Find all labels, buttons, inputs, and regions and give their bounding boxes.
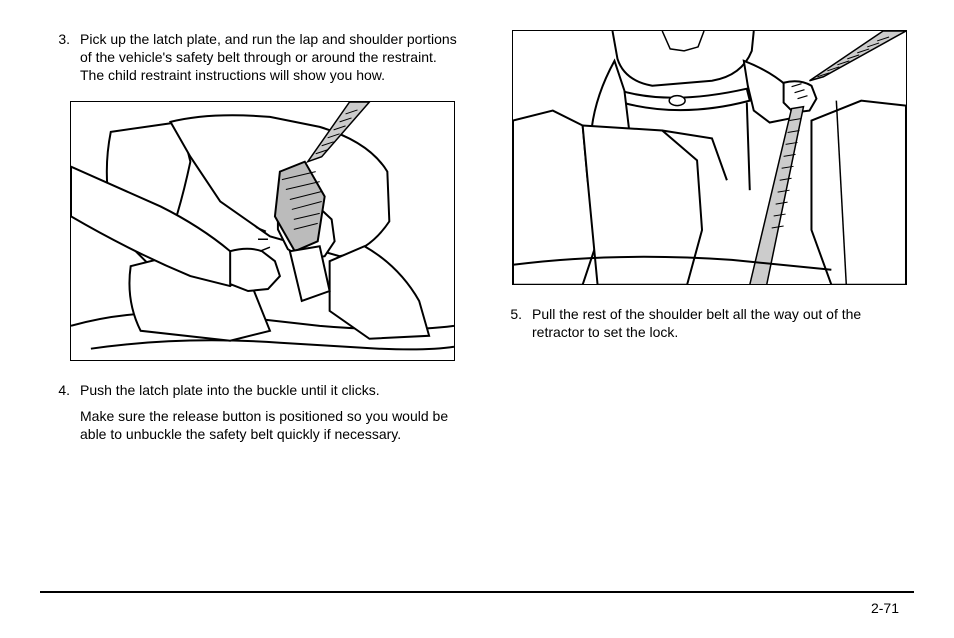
step-text: Pull the rest of the shoulder belt all t… bbox=[532, 305, 914, 349]
step-number: 4. bbox=[40, 381, 80, 452]
step-5: 5. Pull the rest of the shoulder belt al… bbox=[492, 305, 914, 349]
step-4-text-b: Make sure the release button is position… bbox=[80, 407, 462, 443]
footer-rule bbox=[40, 591, 914, 593]
step-number: 5. bbox=[492, 305, 532, 349]
right-column: 5. Pull the rest of the shoulder belt al… bbox=[492, 30, 914, 457]
step-4-text-a: Push the latch plate into the buckle unt… bbox=[80, 381, 462, 399]
step-3-text: Pick up the latch plate, and run the lap… bbox=[80, 30, 462, 85]
page: 3. Pick up the latch plate, and run the … bbox=[0, 0, 954, 638]
step-3: 3. Pick up the latch plate, and run the … bbox=[40, 30, 462, 93]
step-5-text: Pull the rest of the shoulder belt all t… bbox=[532, 305, 914, 341]
two-column-layout: 3. Pick up the latch plate, and run the … bbox=[40, 30, 914, 457]
figure-latch-into-buckle bbox=[70, 101, 455, 361]
belt-buckle-icon bbox=[669, 96, 685, 106]
illustration-hands-buckling-seat bbox=[71, 102, 454, 361]
step-number: 3. bbox=[40, 30, 80, 93]
illustration-pulling-shoulder-belt bbox=[513, 31, 906, 285]
figure-pull-shoulder-belt bbox=[512, 30, 907, 285]
left-column: 3. Pick up the latch plate, and run the … bbox=[40, 30, 462, 457]
step-text: Pick up the latch plate, and run the lap… bbox=[80, 30, 462, 93]
step-4: 4. Push the latch plate into the buckle … bbox=[40, 381, 462, 452]
step-text: Push the latch plate into the buckle unt… bbox=[80, 381, 462, 452]
page-number: 2-71 bbox=[871, 600, 899, 616]
